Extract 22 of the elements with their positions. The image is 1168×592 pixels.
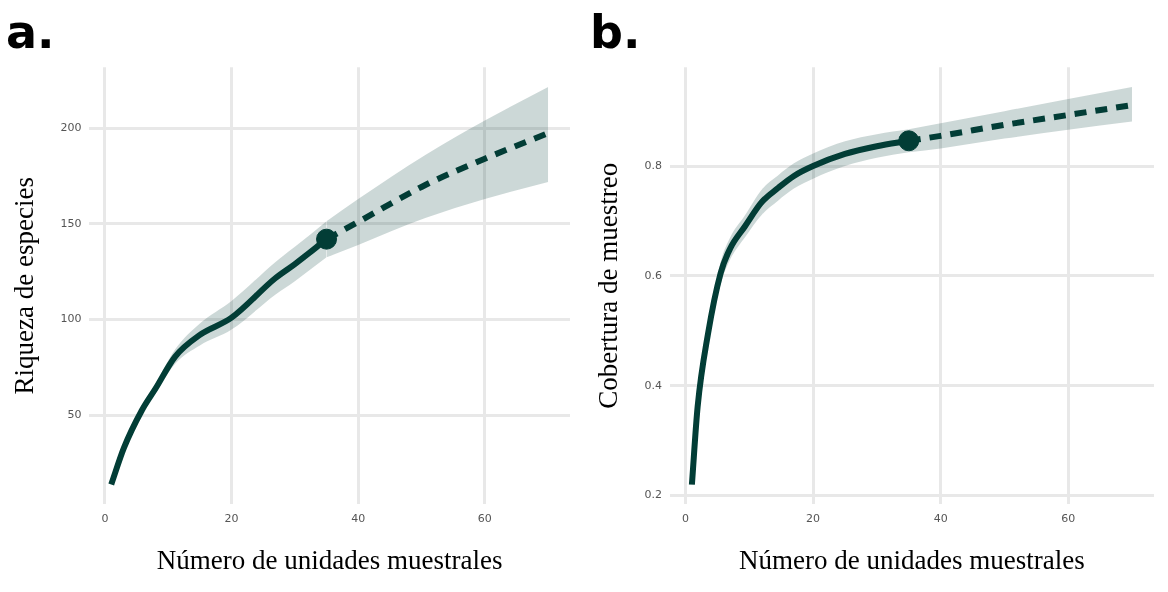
chart-title: b. xyxy=(590,4,641,59)
x-tick-label: 40 xyxy=(933,511,948,525)
x-tick-label: 0 xyxy=(682,511,690,525)
y-tick-label: 150 xyxy=(60,216,82,230)
x-tick-label: 40 xyxy=(351,511,366,525)
x-axis-title: Número de unidades muestrales xyxy=(739,544,1085,575)
x-axis-title: Número de unidades muestrales xyxy=(156,544,503,575)
y-tick-label: 50 xyxy=(67,408,82,422)
y-tick-label: 0.2 xyxy=(644,488,662,502)
y-axis-title: Riqueza de especies xyxy=(9,177,40,395)
x-tick-label: 0 xyxy=(101,511,109,525)
y-tick-label: 0.6 xyxy=(644,268,662,282)
x-tick-label: 20 xyxy=(806,511,821,525)
chart-title: a. xyxy=(6,4,55,59)
y-tick-label: 200 xyxy=(60,120,82,134)
y-tick-label: 0.8 xyxy=(644,158,662,172)
x-tick-label: 60 xyxy=(1061,511,1076,525)
y-tick-label: 100 xyxy=(60,312,82,326)
y-tick-label: 0.4 xyxy=(644,378,662,392)
x-tick-label: 20 xyxy=(224,511,239,525)
y-axis-title: Cobertura de muestreo xyxy=(593,162,624,409)
x-tick-label: 60 xyxy=(477,511,492,525)
